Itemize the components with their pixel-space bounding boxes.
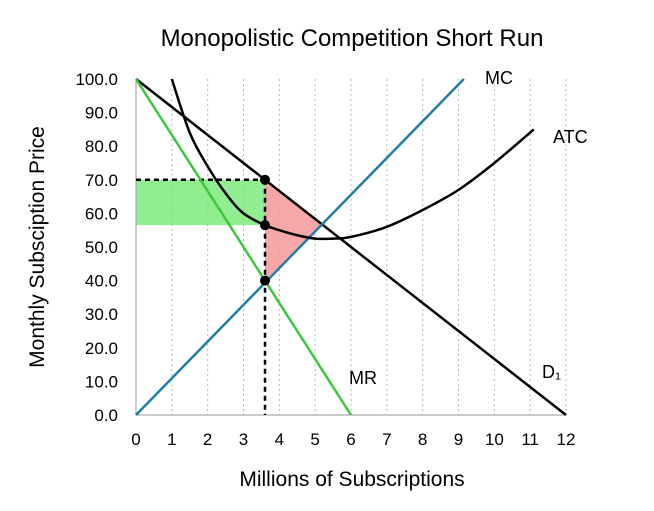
x-tick-label: 4 [275, 430, 284, 449]
data-point [260, 174, 270, 185]
mr-curve [134, 78, 353, 416]
y-tick-label: 30.0 [85, 305, 118, 324]
x-tick-label: 10 [485, 430, 504, 449]
x-tick-label: 9 [454, 430, 463, 449]
y-tick-label: 70.0 [85, 171, 118, 190]
x-tick-label: 7 [382, 430, 391, 449]
atc-curve [170, 78, 535, 241]
mc-curve [135, 78, 465, 416]
y-tick-label: 100.0 [75, 70, 118, 89]
series-labels: D₁ MR MC ATC [349, 68, 588, 388]
deadweight-loss-region [265, 179, 323, 281]
x-tick-label: 11 [521, 430, 539, 449]
demand-label: D₁ [542, 362, 561, 382]
y-tick-label: 80.0 [85, 137, 118, 156]
chart-title: Monopolistic Competition Short Run [161, 25, 544, 52]
profit-region [136, 179, 265, 226]
data-points [260, 174, 270, 286]
series-lines [134, 78, 567, 416]
y-tick-label: 10.0 [85, 372, 118, 391]
data-point [260, 275, 270, 286]
y-tick-label: 90.0 [85, 104, 118, 123]
atc-label: ATC [553, 127, 588, 147]
y-axis-label: Monthly Subsciption Price [26, 126, 49, 368]
demand-curve [135, 78, 567, 416]
y-tick-label: 60.0 [85, 204, 118, 223]
x-tick-label: 1 [167, 430, 176, 449]
tick-labels: 0 1 2 3 4 5 6 7 8 9 10 11 120.010.020.030.040.050.06… [75, 70, 575, 449]
shaded-regions [136, 179, 323, 281]
x-axis-label: Millions of Subscriptions [239, 468, 464, 491]
y-tick-label: 40.0 [85, 272, 118, 291]
y-tick-label: 50.0 [85, 238, 118, 257]
x-tick-label: 0 [131, 430, 140, 449]
y-tick-label: 20.0 [85, 339, 118, 358]
x-tick-label: 2 [203, 430, 212, 449]
mr-label: MR [349, 368, 377, 388]
x-tick-label: 3 [239, 430, 248, 449]
mc-label: MC [485, 68, 513, 88]
x-tick-label: 5 [310, 430, 319, 449]
y-tick-label: 0.0 [94, 406, 118, 425]
x-tick-label: 6 [346, 430, 355, 449]
data-point [260, 220, 270, 231]
x-tick-label: 8 [418, 430, 427, 449]
x-tick-label: 12 [557, 430, 576, 449]
